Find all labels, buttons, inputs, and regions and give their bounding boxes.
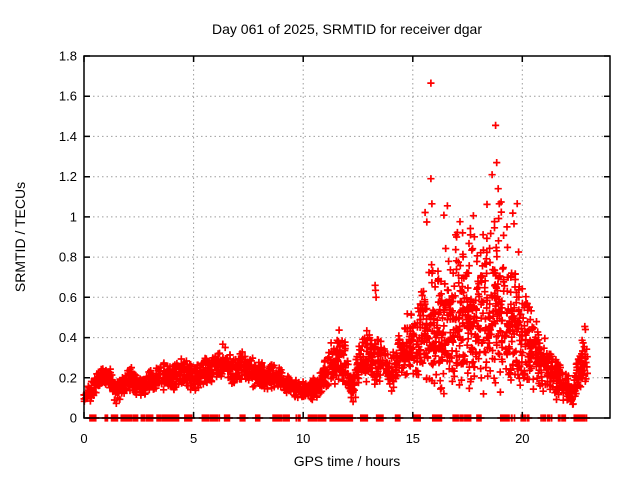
- y-axis-label: SRMTID / TECUs: [12, 181, 28, 293]
- svg-text:0.8: 0.8: [59, 250, 77, 265]
- svg-text:1.6: 1.6: [59, 89, 77, 104]
- plot-border: [83, 55, 611, 419]
- svg-text:1.4: 1.4: [59, 129, 77, 144]
- svg-text:0.2: 0.2: [59, 370, 77, 385]
- axis-ticks: [83, 55, 610, 419]
- svg-text:1.2: 1.2: [59, 169, 77, 184]
- chart-title: Day 061 of 2025, SRMTID for receiver dga…: [211, 21, 483, 37]
- grid-lines: [84, 55, 610, 418]
- svg-text:1.8: 1.8: [59, 49, 77, 64]
- svg-text:20: 20: [515, 431, 529, 446]
- x-tick-labels: 0 5 10 15 20: [80, 431, 529, 446]
- svg-text:0: 0: [80, 431, 87, 446]
- svg-text:0.4: 0.4: [59, 330, 77, 345]
- svg-text:0.6: 0.6: [59, 290, 77, 305]
- svg-text:0: 0: [70, 411, 77, 426]
- y-tick-labels: 0 0.2 0.4 0.6 0.8 1 1.2 1.4 1.6 1.8: [59, 49, 77, 426]
- x-axis-label: GPS time / hours: [293, 453, 401, 469]
- outlier-points: [371, 79, 589, 331]
- svg-text:1: 1: [70, 209, 77, 224]
- svg-text:5: 5: [190, 431, 197, 446]
- svg-text:15: 15: [406, 431, 420, 446]
- svg-text:10: 10: [296, 431, 310, 446]
- data-points: [80, 198, 591, 408]
